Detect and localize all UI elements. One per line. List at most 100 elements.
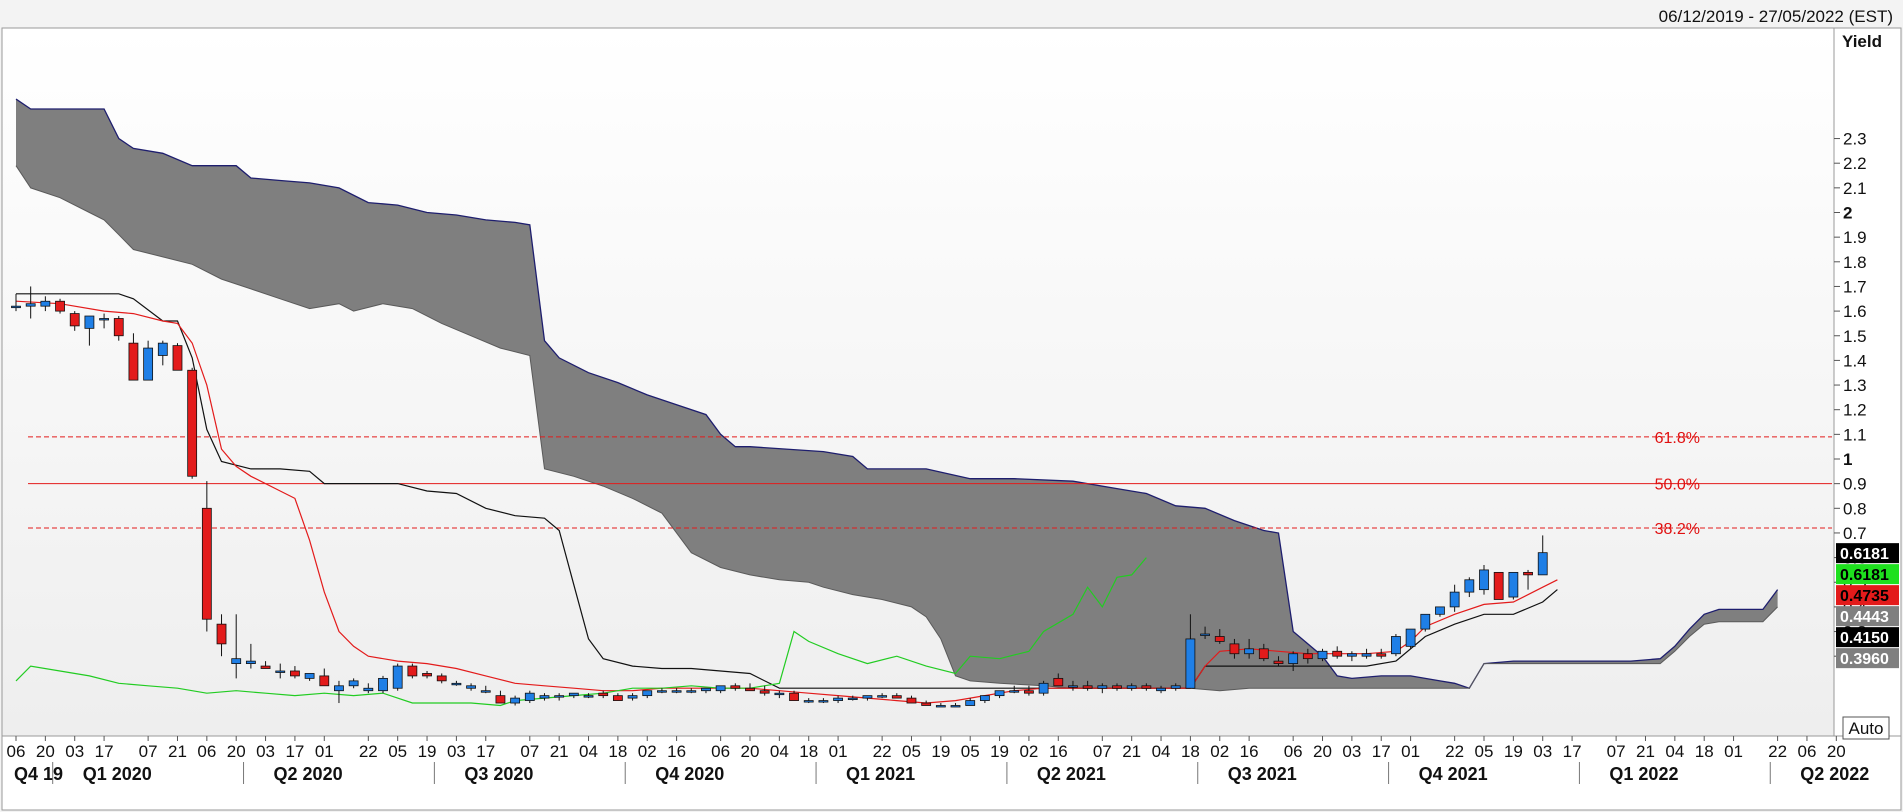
candle[interactable] [950,703,961,708]
candle[interactable] [466,683,476,691]
auto-button-label[interactable]: Auto [1849,719,1884,738]
candle[interactable] [774,690,785,699]
candle[interactable] [715,685,726,694]
candle[interactable] [965,698,976,706]
candle[interactable] [1273,656,1284,667]
candle[interactable] [113,316,124,341]
candle[interactable] [524,690,535,704]
candle[interactable] [921,700,932,706]
candle[interactable] [1244,638,1255,659]
candle[interactable] [1097,683,1108,694]
candle[interactable] [1024,685,1034,696]
candle[interactable] [1479,564,1489,595]
candle[interactable] [554,693,565,701]
candle[interactable] [201,481,212,632]
candle[interactable] [231,614,242,679]
candle[interactable] [334,680,344,704]
candle[interactable] [1523,569,1533,590]
candle[interactable] [1068,680,1078,691]
candle[interactable] [378,675,388,694]
candle[interactable] [304,673,315,681]
candle[interactable] [568,692,579,699]
candle[interactable] [157,340,168,366]
candle[interactable] [84,315,95,346]
candle[interactable] [245,643,256,669]
candle[interactable] [1376,648,1387,659]
candle[interactable] [510,695,521,706]
candle[interactable] [877,693,888,699]
candle[interactable] [1302,648,1313,664]
candle[interactable] [906,695,917,704]
candle[interactable] [363,683,374,694]
candle[interactable] [1200,626,1210,639]
candle[interactable] [1214,629,1225,644]
candle[interactable] [803,698,814,704]
candle[interactable] [128,333,139,381]
candle[interactable] [407,663,418,679]
candle[interactable] [1361,648,1372,659]
candle[interactable] [847,695,858,701]
candle[interactable] [1258,643,1269,662]
candle[interactable] [789,690,799,701]
candle[interactable] [348,678,359,689]
candle[interactable] [172,343,183,371]
candle[interactable] [657,688,667,694]
candle[interactable] [40,296,51,312]
candle[interactable] [1229,638,1240,659]
candle[interactable] [701,687,711,694]
candle[interactable] [642,690,653,699]
candle[interactable] [216,614,227,657]
plot-area[interactable] [1,27,1835,737]
auto-button[interactable]: Auto [1842,716,1890,740]
candle[interactable] [994,690,1005,699]
candle[interactable] [1141,683,1152,691]
candle[interactable] [583,693,594,699]
candle[interactable] [1508,571,1519,600]
candle[interactable] [392,663,403,691]
candle[interactable] [935,703,946,708]
candle[interactable] [612,693,623,701]
candle[interactable] [1288,651,1299,671]
candle[interactable] [1185,614,1196,689]
candle[interactable] [25,286,36,319]
candle[interactable] [1317,648,1328,662]
candle[interactable] [275,663,286,679]
candle[interactable] [1053,673,1064,687]
candle[interactable] [260,661,271,669]
candle[interactable] [319,668,330,687]
candle[interactable] [1435,606,1445,617]
candle[interactable] [1038,680,1049,696]
candle[interactable] [480,685,491,694]
candle[interactable] [539,693,550,701]
candle[interactable] [1420,613,1431,632]
candle[interactable] [818,698,829,704]
candle[interactable] [979,695,990,704]
candle[interactable] [1346,651,1357,662]
candle[interactable] [1009,685,1020,694]
candle[interactable] [627,693,638,701]
candle[interactable] [891,693,902,699]
candle[interactable] [451,680,462,686]
candle[interactable] [495,690,506,704]
candle[interactable] [862,695,873,701]
candle[interactable] [1112,683,1122,691]
candle[interactable] [436,673,447,684]
candle[interactable] [1493,571,1504,600]
candle[interactable] [1464,577,1475,598]
candle[interactable] [55,298,65,314]
candle[interactable] [187,367,198,479]
candle[interactable] [730,683,741,691]
candle[interactable] [671,688,682,694]
candle[interactable] [759,685,770,696]
candle[interactable] [143,340,154,381]
auto-button-frame[interactable] [1842,716,1890,740]
candle[interactable] [598,690,609,699]
candle[interactable] [290,666,300,679]
candle[interactable] [1537,535,1548,576]
candle[interactable] [1332,646,1343,659]
candle[interactable] [1449,584,1460,612]
candle[interactable] [833,695,843,704]
candle[interactable] [1126,683,1137,691]
candle[interactable] [1156,685,1166,694]
candle[interactable] [99,313,109,329]
